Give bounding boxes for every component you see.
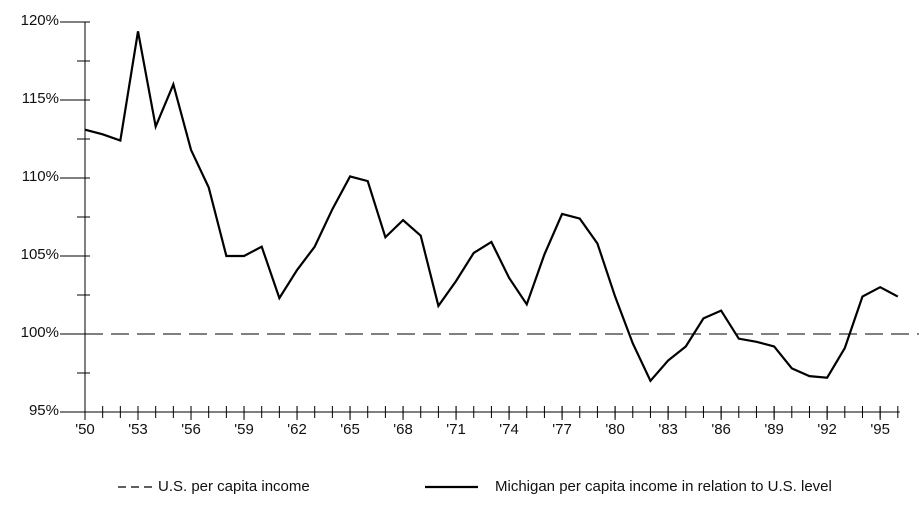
x-tick-label: '95 (870, 421, 890, 438)
y-tick-label: 120% (21, 12, 59, 29)
y-tick-label: 100% (21, 324, 59, 341)
x-tick-label: '92 (817, 421, 837, 438)
legend-label: U.S. per capita income (158, 478, 310, 495)
x-tick-label: '56 (181, 421, 201, 438)
x-tick-label: '59 (234, 421, 254, 438)
x-tick-label: '89 (764, 421, 784, 438)
y-tick-label: 95% (29, 402, 59, 419)
x-tick-label: '65 (340, 421, 360, 438)
x-tick-label: '53 (128, 421, 148, 438)
x-tick-label: '68 (393, 421, 413, 438)
x-tick-label: '71 (446, 421, 466, 438)
x-tick-label: '77 (552, 421, 572, 438)
y-tick-label: 115% (22, 90, 59, 107)
legend-label: Michigan per capita income in relation t… (495, 478, 832, 495)
x-tick-label: '74 (499, 421, 519, 438)
series-line (84, 31, 899, 383)
x-tick-label: '62 (287, 421, 307, 438)
x-tick-label: '83 (658, 421, 678, 438)
y-tick-label: 105% (21, 246, 59, 263)
x-tick-label: '80 (605, 421, 625, 438)
x-tick-label: '50 (75, 421, 95, 438)
y-tick-label: 110% (22, 168, 59, 185)
x-tick-label: '86 (711, 421, 731, 438)
